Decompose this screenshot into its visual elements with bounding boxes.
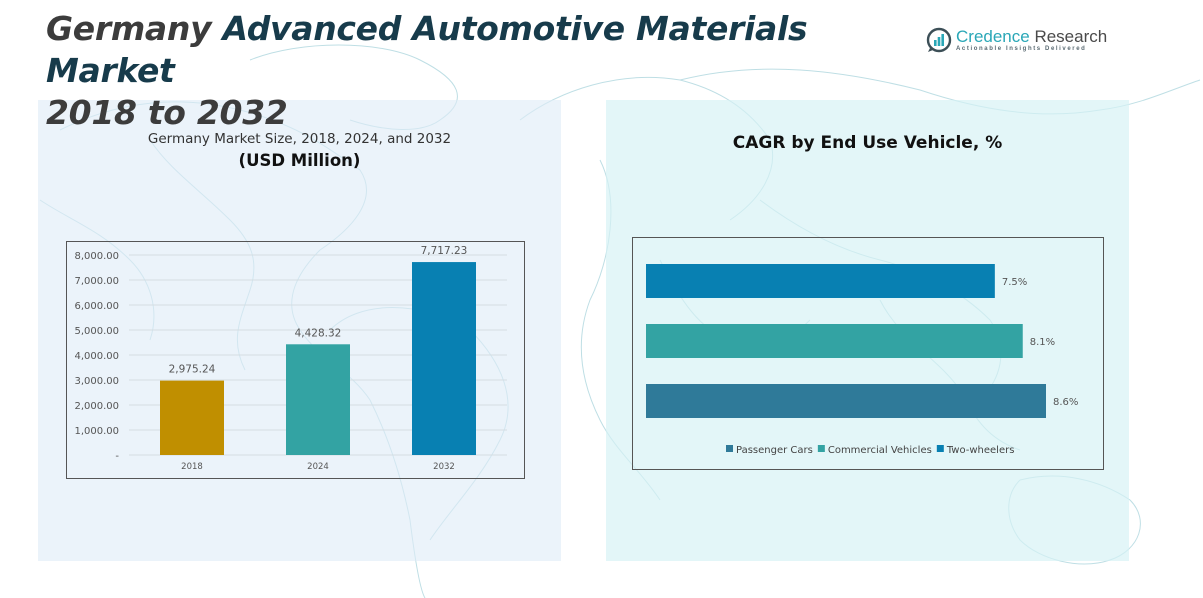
- y-tick-label: 5,000.00: [74, 326, 119, 337]
- page-title: Germany Advanced Automotive Materials Ma…: [46, 8, 946, 134]
- legend-swatch: [726, 445, 733, 452]
- bar-passenger-cars: [646, 384, 1046, 418]
- bar-commercial-vehicles: [646, 324, 1023, 358]
- bar-2032: [412, 262, 476, 455]
- title-part-country: Germany: [46, 9, 223, 48]
- data-label: 7.5%: [1002, 277, 1027, 288]
- market-size-chart-title: Germany Market Size, 2018, 2024, and 203…: [147, 131, 452, 147]
- data-label: 8.6%: [1053, 397, 1078, 408]
- bar-2018: [160, 380, 224, 455]
- bar-chart-icon: [926, 27, 952, 53]
- y-tick-label: 8,000.00: [74, 251, 119, 262]
- legend-label: Two-wheelers: [946, 445, 1015, 456]
- data-label: 2,975.24: [169, 364, 216, 376]
- cagr-chart: 7.5% 8.1% 8.6% Passenger Cars Commercial Veh…: [632, 237, 1104, 470]
- bar-two-wheelers: [646, 264, 995, 298]
- legend-swatch: [936, 445, 944, 452]
- legend-swatch: [817, 445, 825, 452]
- data-label: 8.1%: [1030, 337, 1055, 348]
- x-tick-label: 2032: [433, 462, 455, 472]
- cagr-chart-title: CAGR by End Use Vehicle, %: [732, 133, 1003, 153]
- y-tick-label: 7,000.00: [74, 276, 119, 287]
- y-tick-label: 4,000.00: [74, 351, 119, 362]
- y-tick-label: 1,000.00: [74, 426, 119, 437]
- title-year-range: 2018 to 2032: [46, 93, 288, 132]
- y-tick-label: 2,000.00: [74, 401, 119, 412]
- y-tick-label: -: [115, 451, 119, 462]
- logo-name: Credence Research: [956, 27, 1108, 46]
- credence-research-logo: Credence Research Actionable Insights De…: [926, 27, 1107, 53]
- logo-tagline: Actionable Insights Delivered: [956, 46, 1087, 52]
- data-label: 4,428.32: [295, 327, 342, 339]
- market-size-chart: - 1,000.00 2,000.00 3,000.00 4,000.00 5,000.0…: [66, 241, 525, 479]
- data-label: 7,717.23: [421, 245, 468, 257]
- legend-label: Commercial Vehicles: [828, 445, 932, 456]
- y-tick-label: 3,000.00: [74, 376, 119, 387]
- x-tick-label: 2024: [307, 462, 329, 472]
- market-size-bar-chart: - 1,000.00 2,000.00 3,000.00 4,000.00 5,000.0…: [74, 245, 507, 472]
- market-size-chart-unit: (USD Million): [238, 151, 361, 170]
- title-part-market: Advanced Automotive Materials Market: [46, 9, 808, 90]
- bar-2024: [286, 344, 350, 455]
- legend-label: Passenger Cars: [736, 445, 813, 456]
- y-tick-label: 6,000.00: [74, 301, 119, 312]
- x-tick-label: 2018: [181, 462, 203, 472]
- cagr-horizontal-bar-chart: 7.5% 8.1% 8.6% Passenger Cars Commercial Veh…: [646, 264, 1078, 456]
